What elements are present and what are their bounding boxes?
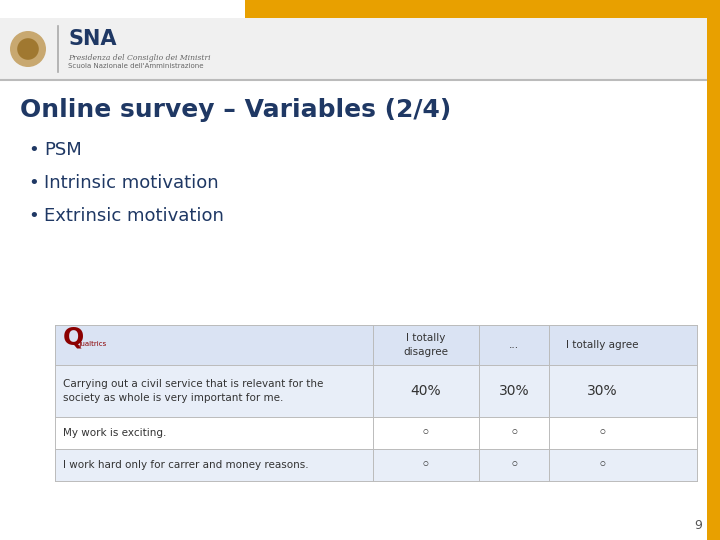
Text: •: •	[28, 174, 39, 192]
Text: I work hard only for carrer and money reasons.: I work hard only for carrer and money re…	[63, 460, 309, 470]
Circle shape	[17, 38, 39, 60]
FancyBboxPatch shape	[55, 365, 697, 417]
Text: I totally
disagree: I totally disagree	[403, 333, 449, 356]
Text: ◦: ◦	[598, 424, 607, 442]
Text: ◦: ◦	[509, 424, 519, 442]
Text: SNA: SNA	[68, 29, 117, 49]
Text: Scuola Nazionale dell'Amministrazione: Scuola Nazionale dell'Amministrazione	[68, 63, 204, 69]
Text: Q: Q	[63, 325, 84, 349]
Text: I totally agree: I totally agree	[566, 340, 639, 350]
Text: 30%: 30%	[499, 384, 529, 398]
Text: ◦: ◦	[598, 456, 607, 474]
Text: ◦: ◦	[509, 456, 519, 474]
Circle shape	[10, 31, 46, 67]
Text: ...: ...	[509, 340, 519, 350]
Text: ◦: ◦	[421, 424, 431, 442]
Text: •: •	[28, 207, 39, 225]
Text: My work is exciting.: My work is exciting.	[63, 428, 166, 438]
Text: Carrying out a civil service that is relevant for the
society as whole is very i: Carrying out a civil service that is rel…	[63, 380, 323, 403]
FancyBboxPatch shape	[707, 0, 720, 540]
Text: ◦: ◦	[421, 456, 431, 474]
FancyBboxPatch shape	[0, 18, 707, 80]
Text: PSM: PSM	[44, 141, 82, 159]
Text: qualtrics: qualtrics	[77, 341, 107, 347]
Text: 40%: 40%	[410, 384, 441, 398]
Text: 9: 9	[694, 519, 702, 532]
Text: Online survey – Variables (2/4): Online survey – Variables (2/4)	[20, 98, 451, 122]
FancyBboxPatch shape	[55, 417, 697, 449]
FancyBboxPatch shape	[0, 80, 707, 540]
Text: Intrinsic motivation: Intrinsic motivation	[44, 174, 219, 192]
Text: 30%: 30%	[587, 384, 618, 398]
Text: Presidenza del Consiglio dei Ministri: Presidenza del Consiglio dei Ministri	[68, 54, 211, 62]
Text: Extrinsic motivation: Extrinsic motivation	[44, 207, 224, 225]
FancyBboxPatch shape	[55, 449, 697, 481]
FancyBboxPatch shape	[245, 0, 707, 18]
FancyBboxPatch shape	[55, 325, 697, 365]
Text: •: •	[28, 141, 39, 159]
